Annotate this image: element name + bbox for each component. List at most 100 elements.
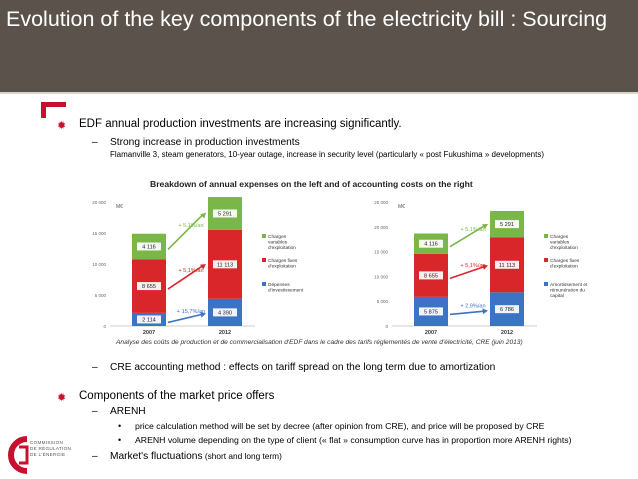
growth-label: + 15,7%/an [177,309,205,315]
y-tick-label: 20 000 [374,225,388,230]
data-label-box [495,305,519,314]
data-label: 8 655 [424,273,438,279]
growth-arrowhead [482,264,488,270]
chart-annual-expenses: M€ 0 5 000 10 000 15 000 20 000 2 114 8 655 4 11… [92,197,304,336]
growth-label: + 2,9%/an [460,303,485,309]
growth-arrow [449,266,485,280]
growth-label: + 5,1%/an [460,227,485,233]
y-tick-label: 0 [103,324,106,329]
data-label-box [213,209,237,218]
market-label: Market's fluctuations [110,451,203,462]
dash-marker: – [92,451,98,462]
logo-line: DE L'ÉNERGIE [30,452,66,457]
y-axis-label: M€ [398,204,405,210]
bullet-dot: • [118,435,122,445]
data-label: 11 113 [217,262,233,268]
logo-line: COMMISSION [30,440,64,445]
source-note: Analyse des coûts de production et de co… [116,339,523,346]
growth-label: + 5,1%/an [178,268,203,274]
legend-swatch [544,258,548,262]
y-tick-label: 15 000 [374,250,388,255]
growth-arrowhead [482,308,488,315]
growth-label: + 5,1%/an [460,263,485,269]
point-investments-sub: Strong increase in production investment… [110,137,300,148]
arenh-price-method: price calculation method will be set by … [135,421,545,431]
point-investments-detail: Flamanville 3, steam generators, 10-year… [110,150,544,159]
data-label: 4 116 [424,242,438,248]
data-label: 4 390 [218,310,232,316]
y-tick-label: 10 000 [374,274,388,279]
slide-title: Evolution of the key components of the e… [6,7,608,31]
legend-swatch [544,282,548,286]
market-label-detail: (short and long term) [202,451,282,461]
data-label: 6 786 [500,307,514,313]
x-tick-label: 2012 [219,330,231,336]
bullet-icon: ✹ [57,392,67,404]
legend-swatch [262,234,266,238]
cre-logo [8,436,29,474]
y-axis-label: M€ [116,204,123,210]
data-label: 5 291 [218,211,232,217]
dash-marker: – [92,137,98,148]
point-market-fluctuations: Market's fluctuations (short and long te… [110,451,282,462]
legend-label: Charges fixes d'exploitation [268,258,298,270]
growth-arrow [167,313,203,324]
slide-header: Evolution of the key components of the e… [0,0,638,94]
growth-arrow [449,225,485,248]
x-tick-label: 2012 [501,330,513,336]
y-tick-label: 10 000 [92,262,106,267]
data-label: 4 116 [142,244,156,250]
legend-label: Charges variables d'exploitation [550,234,578,251]
data-label-box [213,260,237,269]
data-label-box [419,307,443,316]
growth-arrowhead [200,311,206,318]
data-label-box [419,271,443,280]
data-label: 8 655 [142,284,156,290]
chart-accounting-costs: M€ 0 5 000 10 000 15 000 20 000 25 000 5 875 8 6… [374,200,588,336]
corner-bracket [41,102,66,118]
y-tick-label: 5 000 [377,299,389,304]
x-tick-label: 2007 [143,330,155,336]
y-tick-label: 25 000 [374,200,388,205]
data-label-box [495,220,519,229]
growth-label: + 5,1%/an [178,223,203,229]
legend-swatch [262,282,266,286]
arenh-volume: ARENH volume depending on the type of cl… [135,435,572,445]
point-investments: EDF annual production investments are in… [79,118,402,130]
data-label-box [137,282,161,291]
legend-label: Amortissement et rémunération du capital [550,282,588,299]
data-label-box [213,308,237,317]
bullet-dot: • [118,421,122,431]
y-tick-label: 0 [385,324,388,329]
logo-line: DE RÉGULATION [30,446,72,451]
data-label: 2 114 [142,317,156,323]
growth-arrow [167,214,203,251]
dash-marker: – [92,406,98,417]
data-label: 5 875 [424,309,438,315]
y-tick-label: 15 000 [92,231,106,236]
growth-arrowhead [200,264,206,270]
legend-label: Dépenses d'investissement [268,282,304,294]
data-label-box [495,260,519,269]
point-market-offers: Components of the market price offers [79,390,275,402]
y-tick-label: 5 000 [95,293,107,298]
legend-label: Charges fixes d'exploitation [550,258,580,270]
y-tick-label: 20 000 [92,200,106,205]
point-cre-method: CRE accounting method : effects on tarif… [110,362,496,373]
dash-marker: – [92,362,98,373]
data-label: 11 113 [499,263,515,269]
charts-caption: Breakdown of annual expenses on the left… [150,179,473,189]
x-tick-label: 2007 [425,330,437,336]
data-label-box [137,242,161,251]
growth-arrowhead [200,212,206,219]
legend-swatch [262,258,266,262]
legend-swatch [544,234,548,238]
data-label-box [419,239,443,248]
legend-label: Charges variables d'exploitation [268,234,296,251]
data-label: 5 291 [500,222,514,228]
growth-arrow [167,265,203,290]
growth-arrow [449,310,485,316]
cre-logo-text: COMMISSION DE RÉGULATION DE L'ÉNERGIE [30,440,71,458]
bullet-icon: ✹ [57,120,67,132]
growth-arrowhead [482,224,488,230]
